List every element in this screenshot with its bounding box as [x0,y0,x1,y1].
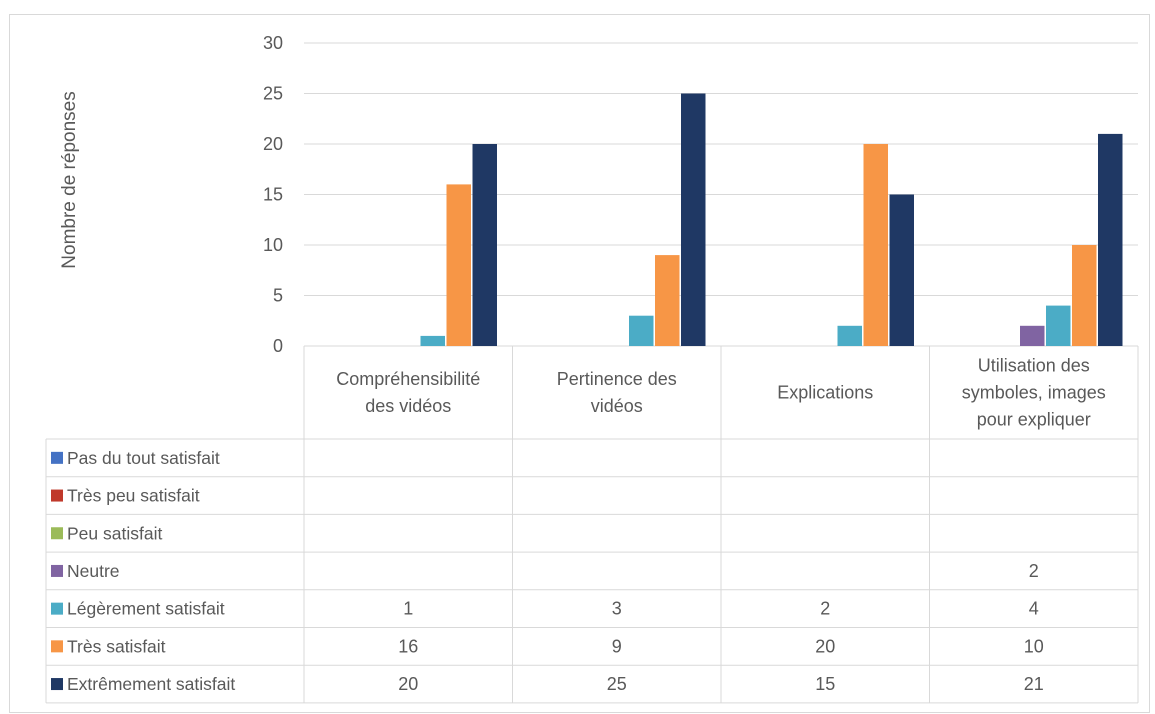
x-category-label: pour expliquer [977,410,1091,430]
bar [1098,133,1123,346]
legend-label: Légèrement satisfait [67,599,225,619]
x-category-label: Explications [777,383,873,403]
legend-label: Très peu satisfait [67,486,200,506]
table-value: 1 [403,599,413,619]
legend-label: Pas du tout satisfait [67,448,220,468]
y-tick-label: 25 [263,84,283,104]
bar [837,325,862,346]
bar [629,315,654,346]
bars [420,93,1123,346]
y-tick-label: 0 [273,336,283,356]
bar [420,335,445,346]
bar [1072,245,1097,346]
y-axis-ticks: 0 5 10 15 20 25 30 [263,33,283,356]
table-value: 2 [820,599,830,619]
table-value: 4 [1029,599,1039,619]
x-category-label: vidéos [591,396,643,416]
gridlines [304,42,1138,347]
table-value: 20 [815,636,835,656]
legend-label: Très satisfait [67,636,166,656]
legend-swatch [51,564,63,577]
y-axis-title: Nombre de réponses [59,91,80,268]
table-value: 20 [398,674,418,694]
data-table: Compréhensibilité des vidéos Pertinence de… [45,346,1139,704]
x-category-label: Pertinence des [557,369,677,389]
bar [1020,325,1045,346]
y-tick-label: 15 [263,185,283,205]
x-category-label: symboles, images [962,383,1106,403]
table-value: 25 [607,674,627,694]
y-tick-label: 30 [263,33,283,53]
y-tick-label: 10 [263,235,283,255]
table-value: 9 [612,636,622,656]
legend-swatch [51,640,63,653]
table-value: 21 [1024,674,1044,694]
legend-swatch [51,451,63,464]
legend-label: Peu satisfait [67,523,162,543]
table-value: 15 [815,674,835,694]
x-category-label: Utilisation des [978,356,1090,376]
bar [889,194,914,346]
chart-frame [9,14,1150,713]
bar [681,93,706,346]
legend-label: Extrêmement satisfait [67,674,235,694]
y-tick-label: 5 [273,286,283,306]
table-value: 10 [1024,636,1044,656]
table-value: 3 [612,599,622,619]
bar [1046,305,1071,346]
legend-swatch [51,527,63,540]
y-tick-label: 20 [263,134,283,154]
legend-swatch [51,678,63,691]
bar [472,144,497,346]
x-category-label: Compréhensibilité [336,369,480,389]
bar [446,184,471,346]
bar [863,144,888,346]
legend-swatch [51,602,63,615]
table-value: 16 [398,636,418,656]
legend-label: Neutre [67,561,120,581]
table-value: 2 [1029,561,1039,581]
legend-swatch [51,489,63,502]
x-category-label: des vidéos [365,396,451,416]
bar [655,255,680,346]
